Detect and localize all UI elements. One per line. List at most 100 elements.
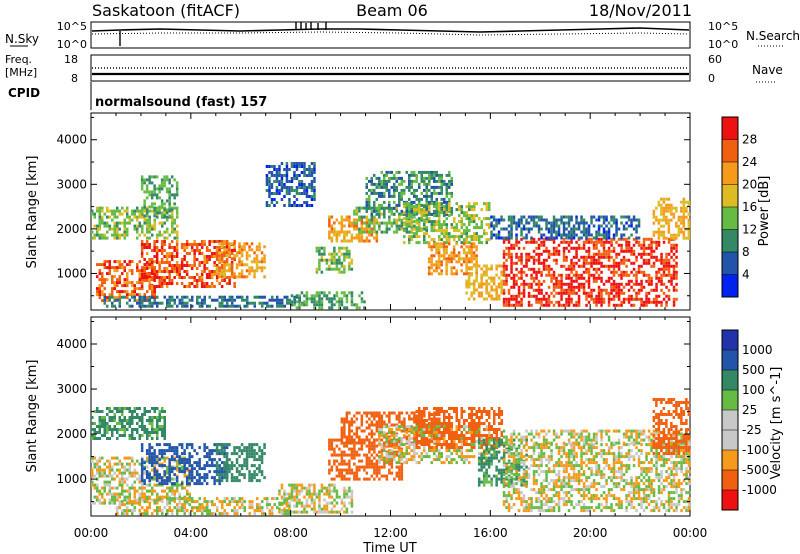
- power-cell: [488, 238, 491, 242]
- power-cell: [645, 261, 648, 265]
- power-cell: [258, 242, 261, 246]
- power-cell: [338, 300, 341, 304]
- power-cell: [313, 186, 316, 189]
- power-cell: [330, 255, 334, 259]
- velocity-cell: [150, 455, 154, 459]
- velocity-cell: [146, 456, 149, 460]
- power-cell: [168, 196, 171, 200]
- power-cell: [410, 218, 414, 222]
- power-cell: [602, 243, 606, 247]
- power-cell: [617, 303, 621, 307]
- power-cell: [303, 294, 306, 298]
- velocity-cell: [118, 483, 121, 487]
- power-cell: [375, 230, 379, 234]
- power-cell: [547, 249, 551, 253]
- power-cell: [630, 285, 633, 289]
- power-cell: [600, 264, 603, 268]
- power-cell: [647, 258, 651, 262]
- power-cell: [675, 224, 678, 228]
- power-cell: [143, 273, 146, 276]
- power-cell: [151, 224, 154, 228]
- power-cell: [627, 282, 631, 286]
- power-cell: [428, 194, 431, 198]
- power-cell: [355, 227, 359, 231]
- power-cell: [285, 171, 289, 174]
- power-cell: [612, 233, 616, 237]
- power-cell: [542, 267, 546, 271]
- velocity-cell: [240, 473, 244, 477]
- power-cell: [285, 174, 289, 177]
- power-cell: [587, 267, 591, 271]
- velocity-cell: [123, 431, 126, 434]
- power-cell: [280, 174, 284, 177]
- velocity-cell: [148, 410, 151, 413]
- power-cell: [360, 236, 364, 240]
- power-cell: [445, 223, 448, 227]
- power-cell: [465, 251, 468, 255]
- power-cell: [245, 257, 249, 261]
- power-cell: [670, 203, 673, 207]
- power-cell: [315, 270, 319, 274]
- power-cell: [106, 278, 109, 282]
- velocity-cell: [235, 467, 239, 471]
- power-cell: [505, 300, 508, 304]
- velocity-cell: [225, 461, 229, 465]
- velocity-cell: [121, 480, 124, 484]
- velocity-cell: [153, 428, 156, 431]
- power-cell: [330, 267, 334, 271]
- power-cell: [101, 281, 104, 285]
- power-cell: [602, 227, 606, 231]
- power-cell: [388, 200, 391, 204]
- power-cell: [587, 230, 591, 234]
- power-cell: [148, 258, 151, 261]
- power-cell: [680, 221, 683, 225]
- velocity-cell: [128, 410, 131, 413]
- power-cell: [602, 230, 606, 234]
- power-cell: [340, 230, 344, 234]
- power-cell: [502, 297, 506, 301]
- velocity-cell: [188, 482, 191, 486]
- power-cell: [525, 233, 528, 237]
- power-cell: [580, 273, 583, 277]
- power-cell: [627, 249, 631, 253]
- power-cell: [448, 214, 451, 218]
- power-cell: [308, 171, 311, 174]
- power-cell: [647, 252, 651, 256]
- power-cell: [358, 294, 361, 298]
- power-cell: [597, 252, 601, 256]
- power-cell: [156, 206, 159, 210]
- power-cell: [328, 267, 331, 271]
- power-cell: [313, 165, 316, 168]
- power-cell: [497, 285, 501, 289]
- velocity-cell: [106, 437, 109, 440]
- power-cell: [507, 288, 511, 292]
- power-cell: [627, 218, 631, 222]
- power-cell: [485, 291, 488, 295]
- power-cell: [615, 303, 618, 307]
- power-cell: [145, 196, 149, 200]
- power-cell: [480, 220, 483, 224]
- power-cell: [590, 264, 593, 268]
- power-cell: [138, 212, 141, 216]
- power-cell: [507, 233, 511, 237]
- power-cell: [121, 266, 124, 270]
- velocity-cell: [205, 482, 209, 486]
- power-cell: [423, 182, 426, 186]
- power-cell: [515, 267, 518, 271]
- power-cell: [213, 273, 216, 276]
- velocity-cell: [173, 506, 176, 510]
- velocity-cell: [190, 473, 194, 477]
- power-cell: [136, 293, 139, 297]
- power-cell: [403, 211, 406, 215]
- power-cell: [485, 297, 488, 301]
- velocity-cell: [188, 495, 191, 499]
- power-cell: [368, 194, 371, 198]
- power-cell: [450, 260, 453, 264]
- power-cell: [340, 297, 344, 301]
- power-cell: [320, 297, 324, 301]
- power-cell: [378, 194, 381, 198]
- velocity-cell: [153, 461, 156, 465]
- velocity-cell: [133, 416, 136, 419]
- power-cell: [106, 224, 109, 228]
- power-cell: [602, 233, 606, 237]
